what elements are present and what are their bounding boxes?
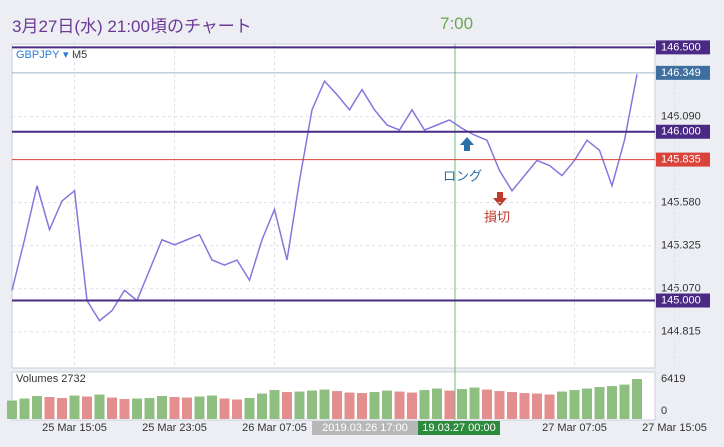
y-tick-label: 145.070 — [661, 283, 701, 295]
volume-bar — [494, 391, 505, 419]
annotation: ロング — [443, 168, 482, 183]
volume-bar — [57, 398, 67, 419]
volume-bar — [319, 389, 330, 419]
volume-bar — [457, 389, 467, 419]
volume-bar — [294, 391, 305, 419]
volume-bar — [119, 399, 130, 419]
volume-bar — [507, 392, 517, 419]
y-tick-label: 144.815 — [661, 326, 701, 338]
level-box — [656, 293, 710, 308]
volume-bar — [394, 391, 405, 419]
x-tick-label: 25 Mar 15:05 — [42, 422, 107, 434]
volume-bar — [257, 393, 267, 419]
volume-bar — [407, 392, 417, 419]
volume-bar — [369, 392, 380, 419]
volume-bar — [94, 394, 105, 419]
volume-bar — [157, 396, 167, 419]
volume-bar — [607, 386, 617, 419]
volume-bar — [144, 398, 155, 419]
volume-bar — [169, 397, 180, 419]
level-box — [656, 124, 710, 139]
volume-bar — [219, 398, 230, 419]
volume-bar — [519, 393, 530, 419]
annotation: 損切 — [484, 209, 510, 224]
x-tick-label: 27 Mar 07:05 — [542, 422, 607, 434]
level-label: 146.000 — [661, 126, 701, 138]
volume-bar — [182, 397, 192, 419]
page-title: 3月27日(水) 21:00頃のチャート — [12, 17, 252, 36]
volume-tick-label: 6419 — [661, 373, 685, 385]
volume-bar — [594, 387, 605, 419]
price-line — [11, 74, 638, 322]
long-arrow — [460, 137, 474, 151]
level-label: 146.500 — [661, 41, 701, 53]
volume-bar — [32, 396, 42, 419]
volume-bar — [357, 393, 367, 419]
cursor-label: 2019.03.26 17:00 — [322, 422, 408, 434]
volume-bar — [194, 396, 205, 419]
volume-bar — [419, 390, 430, 419]
volume-bar — [432, 388, 442, 419]
volume-bar — [532, 393, 542, 419]
level-label: 145.000 — [661, 294, 701, 306]
volume-bar — [569, 390, 580, 419]
volume-tick-label: 0 — [661, 405, 667, 417]
volume-bar — [7, 400, 17, 419]
volume-bar — [207, 395, 217, 419]
level-label: 145.835 — [661, 154, 701, 166]
level-box — [656, 65, 710, 80]
y-tick-label: 145.325 — [661, 240, 701, 252]
volume-bar — [332, 391, 342, 419]
volume-bar — [632, 379, 642, 419]
volume-bar — [269, 390, 280, 419]
cursor-label-box — [418, 421, 500, 435]
level-box — [656, 40, 710, 55]
volume-bar — [444, 390, 455, 419]
volume-bar — [557, 391, 567, 419]
level-label: 146.349 — [661, 67, 701, 79]
x-tick-label: 27 Mar 15:05 — [642, 422, 707, 434]
volume-bar — [132, 398, 142, 419]
volume-bar — [282, 392, 292, 419]
volume-bar — [107, 397, 117, 419]
y-tick-label: 146.090 — [661, 110, 701, 122]
cursor-label: 19.03.27 00:00 — [422, 422, 495, 434]
volume-bar — [19, 398, 30, 419]
price-panel — [11, 43, 656, 369]
time-label: 7:00 — [440, 14, 474, 33]
volume-bar — [44, 397, 55, 419]
x-tick-label: 26 Mar 07:05 — [242, 422, 307, 434]
volume-bar — [619, 384, 630, 419]
timeframe: M5 — [72, 49, 87, 61]
symbol: GBPJPY — [16, 49, 60, 61]
symbol-menu[interactable]: ▾ — [63, 49, 69, 61]
volume-bar — [582, 388, 592, 419]
volume-bar — [482, 389, 492, 419]
volume-bar — [307, 390, 317, 419]
volume-bar — [382, 390, 392, 419]
volume-bar — [244, 398, 255, 419]
volume-bar — [344, 392, 355, 419]
volume-bar — [469, 387, 480, 419]
volume-title: Volumes 2732 — [16, 373, 86, 385]
volume-bar — [544, 394, 555, 419]
volume-bar — [82, 396, 92, 419]
level-box — [656, 152, 710, 167]
volume-bar — [69, 395, 80, 419]
x-tick-label: 25 Mar 23:05 — [142, 422, 207, 434]
stop-arrow — [493, 192, 507, 206]
volume-bar — [232, 399, 242, 419]
y-tick-label: 145.580 — [661, 197, 701, 209]
cursor-label-box — [312, 421, 418, 435]
